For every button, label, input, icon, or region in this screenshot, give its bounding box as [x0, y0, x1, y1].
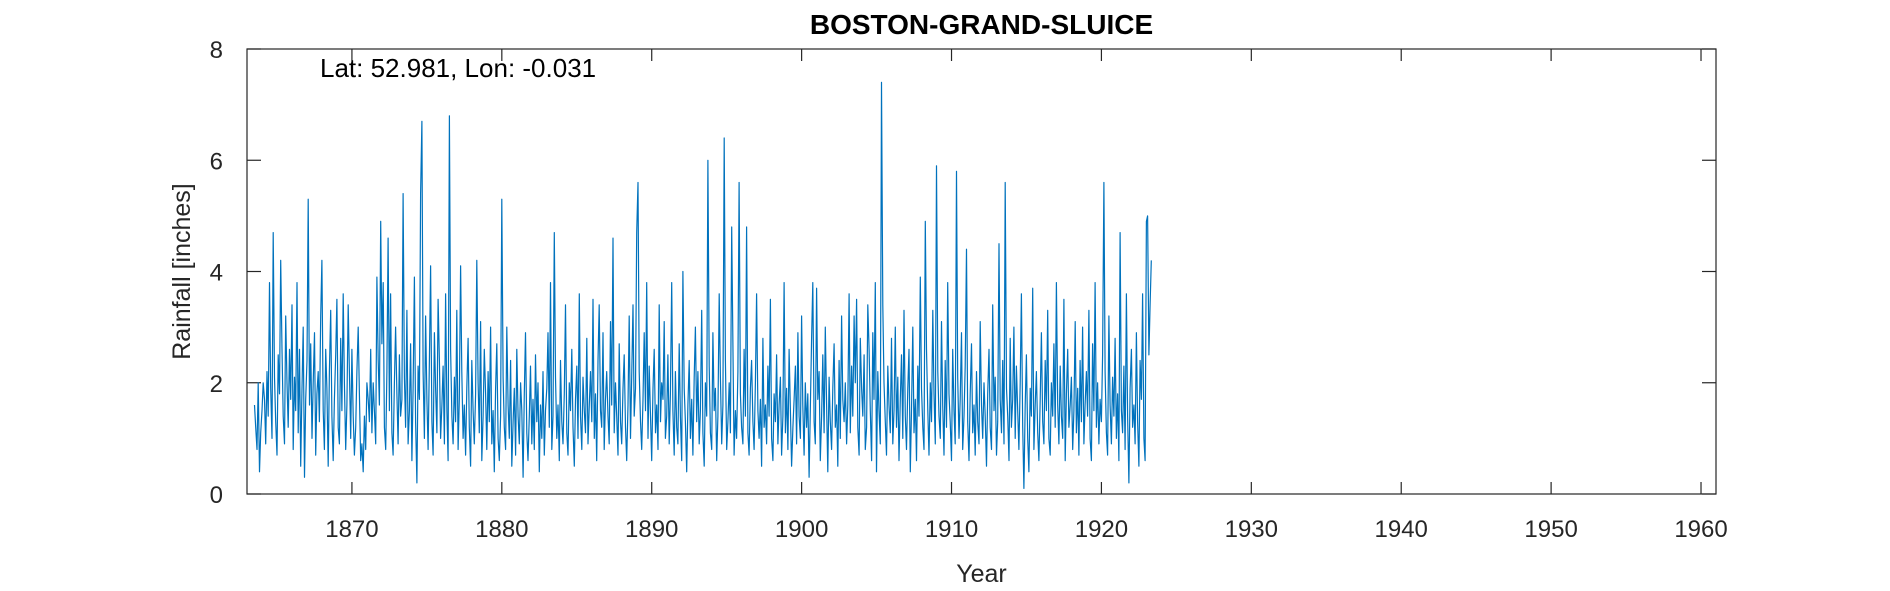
x-tick-label: 1950: [1524, 516, 1577, 543]
x-tick-labels: 1870 1880 1890 1900 1910 1920 1930 1940 1950 1960: [325, 516, 1727, 543]
rainfall-series-line: [253, 81, 1152, 489]
x-axis-label: Year: [956, 560, 1007, 588]
y-tick-labels: 0 2 4 6 8: [210, 37, 223, 509]
x-tick-label: 1920: [1075, 516, 1128, 543]
y-tick-label: 6: [210, 148, 223, 175]
x-tick-label: 1870: [325, 516, 378, 543]
x-tick-label: 1910: [925, 516, 978, 543]
y-tick-label: 4: [210, 260, 223, 287]
chart-title: BOSTON-GRAND-SLUICE: [810, 9, 1153, 40]
x-tick-label: 1890: [625, 516, 678, 543]
y-tick-label: 8: [210, 37, 223, 64]
location-annotation: Lat: 52.981, Lon: -0.031: [320, 53, 596, 83]
x-tick-label: 1960: [1674, 516, 1727, 543]
x-tick-label: 1880: [475, 516, 528, 543]
y-tick-label: 2: [210, 371, 223, 398]
x-tick-label: 1900: [775, 516, 828, 543]
x-tick-label: 1930: [1225, 516, 1278, 543]
x-tick-label: 1940: [1375, 516, 1428, 543]
y-tick-label: 0: [210, 482, 223, 509]
y-axis-label: Rainfall [inches]: [168, 183, 196, 359]
plot-area: [246, 48, 1717, 495]
